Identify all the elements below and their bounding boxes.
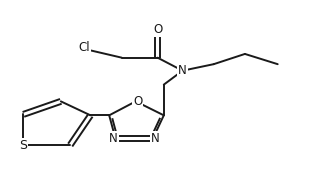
Text: N: N <box>178 64 187 77</box>
Text: N: N <box>109 132 118 145</box>
Text: O: O <box>133 95 142 108</box>
Text: N: N <box>150 132 159 145</box>
Text: Cl: Cl <box>78 41 90 54</box>
Text: S: S <box>19 139 27 152</box>
Text: O: O <box>153 23 162 36</box>
